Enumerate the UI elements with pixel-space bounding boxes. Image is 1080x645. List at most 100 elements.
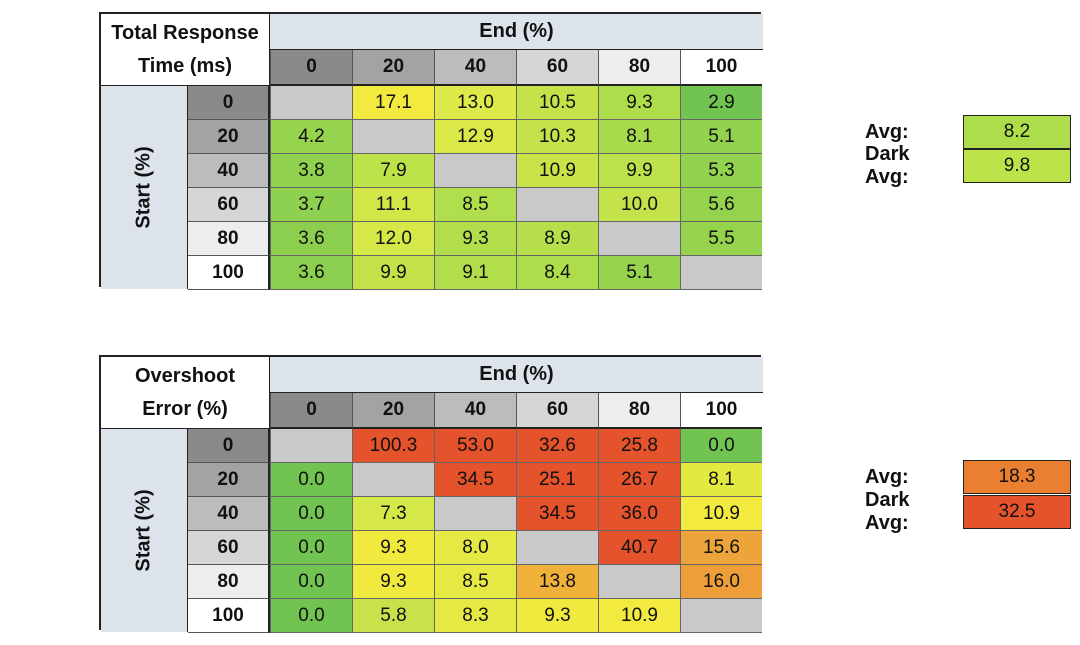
overshoot-title-line-2: Error (%) bbox=[142, 397, 228, 420]
response-time-avg-value: 8.2 bbox=[963, 115, 1071, 149]
response-time-cell-100-100 bbox=[680, 256, 762, 290]
response-time-start-header: Start (%) bbox=[101, 86, 188, 289]
response-time-cell-20-0: 4.2 bbox=[270, 120, 352, 154]
response-time-col-header-0: 0 bbox=[270, 50, 352, 86]
overshoot-cell-60-100: 15.6 bbox=[680, 531, 762, 565]
response-time-row-header-0: 0 bbox=[188, 86, 270, 120]
response-time-cell-40-0: 3.8 bbox=[270, 154, 352, 188]
response-time-cell-40-100: 5.3 bbox=[680, 154, 762, 188]
overshoot-cell-100-20: 5.8 bbox=[352, 599, 434, 633]
overshoot-dark-avg-value: 32.5 bbox=[963, 495, 1071, 529]
response-time-row-header-40: 40 bbox=[188, 154, 270, 188]
response-time-row-header-80: 80 bbox=[188, 222, 270, 256]
response-time-cell-60-80: 10.0 bbox=[598, 188, 680, 222]
response-time-end-header: End (%) bbox=[270, 14, 763, 50]
response-time-cell-80-80 bbox=[598, 222, 680, 256]
overshoot-cell-40-80: 36.0 bbox=[598, 497, 680, 531]
overshoot-cell-100-60: 9.3 bbox=[516, 599, 598, 633]
response-time-matrix: Total Response Time (ms) End (%) Start (… bbox=[99, 12, 763, 290]
overshoot-cell-20-20 bbox=[352, 463, 434, 497]
response-time-col-header-80: 80 bbox=[598, 50, 680, 86]
overshoot-cell-60-40: 8.0 bbox=[434, 531, 516, 565]
response-time-cell-0-20: 17.1 bbox=[352, 86, 434, 120]
overshoot-cell-100-0: 0.0 bbox=[270, 599, 352, 633]
overshoot-cell-60-60 bbox=[516, 531, 598, 565]
response-time-row-header-100: 100 bbox=[188, 256, 270, 290]
response-time-col-header-100: 100 bbox=[680, 50, 762, 86]
response-time-dark-avg-label: Dark Avg: bbox=[865, 143, 910, 188]
response-time-cell-40-60: 10.9 bbox=[516, 154, 598, 188]
response-time-cell-100-80: 5.1 bbox=[598, 256, 680, 290]
response-time-cell-80-0: 3.6 bbox=[270, 222, 352, 256]
response-time-cell-20-20 bbox=[352, 120, 434, 154]
overshoot-end-header: End (%) bbox=[270, 357, 763, 393]
overshoot-cell-80-80 bbox=[598, 565, 680, 599]
response-time-cell-80-20: 12.0 bbox=[352, 222, 434, 256]
response-time-title-line-2: Time (ms) bbox=[137, 54, 233, 77]
overshoot-cell-40-0: 0.0 bbox=[270, 497, 352, 531]
overshoot-cell-40-40 bbox=[434, 497, 516, 531]
response-time-cell-60-40: 8.5 bbox=[434, 188, 516, 222]
overshoot-cell-0-80: 25.8 bbox=[598, 429, 680, 463]
overshoot-col-header-20: 20 bbox=[352, 393, 434, 429]
response-time-cell-0-0 bbox=[270, 86, 352, 120]
overshoot-row-header-60: 60 bbox=[188, 531, 270, 565]
overshoot-cell-60-80: 40.7 bbox=[598, 531, 680, 565]
overshoot-cell-0-60: 32.6 bbox=[516, 429, 598, 463]
overshoot-start-label: Start (%) bbox=[132, 489, 155, 572]
response-time-cell-100-40: 9.1 bbox=[434, 256, 516, 290]
response-time-cell-80-40: 9.3 bbox=[434, 222, 516, 256]
response-time-cell-0-80: 9.3 bbox=[598, 86, 680, 120]
overshoot-cell-100-40: 8.3 bbox=[434, 599, 516, 633]
response-time-cell-40-80: 9.9 bbox=[598, 154, 680, 188]
overshoot-cell-60-20: 9.3 bbox=[352, 531, 434, 565]
response-time-cell-20-40: 12.9 bbox=[434, 120, 516, 154]
response-time-row-header-20: 20 bbox=[188, 120, 270, 154]
response-time-cell-100-0: 3.6 bbox=[270, 256, 352, 290]
response-time-cell-0-100: 2.9 bbox=[680, 86, 762, 120]
overshoot-start-header: Start (%) bbox=[101, 429, 188, 632]
response-time-cell-100-60: 8.4 bbox=[516, 256, 598, 290]
response-time-col-header-20: 20 bbox=[352, 50, 434, 86]
overshoot-cell-20-100: 8.1 bbox=[680, 463, 762, 497]
overshoot-cell-0-0 bbox=[270, 429, 352, 463]
overshoot-title-line-1: Overshoot bbox=[134, 364, 236, 387]
response-time-cell-0-60: 10.5 bbox=[516, 86, 598, 120]
overshoot-col-header-100: 100 bbox=[680, 393, 762, 429]
overshoot-cell-20-40: 34.5 bbox=[434, 463, 516, 497]
overshoot-cell-0-40: 53.0 bbox=[434, 429, 516, 463]
response-time-col-header-60: 60 bbox=[516, 50, 598, 86]
overshoot-cell-20-60: 25.1 bbox=[516, 463, 598, 497]
response-time-cell-60-20: 11.1 bbox=[352, 188, 434, 222]
response-time-panel: Total Response Time (ms) End (%) Start (… bbox=[99, 12, 1071, 290]
overshoot-cell-0-100: 0.0 bbox=[680, 429, 762, 463]
overshoot-cell-80-0: 0.0 bbox=[270, 565, 352, 599]
overshoot-cell-0-20: 100.3 bbox=[352, 429, 434, 463]
overshoot-title: Overshoot Error (%) bbox=[101, 357, 270, 429]
overshoot-cell-80-100: 16.0 bbox=[680, 565, 762, 599]
overshoot-row-header-0: 0 bbox=[188, 429, 270, 463]
overshoot-cell-40-60: 34.5 bbox=[516, 497, 598, 531]
overshoot-col-header-80: 80 bbox=[598, 393, 680, 429]
overshoot-avg-label: Avg: bbox=[865, 465, 909, 488]
response-time-dark-avg-value: 9.8 bbox=[963, 149, 1071, 183]
response-time-cell-20-80: 8.1 bbox=[598, 120, 680, 154]
response-time-cell-60-60 bbox=[516, 188, 598, 222]
overshoot-avg-value: 18.3 bbox=[963, 460, 1071, 494]
overshoot-cell-80-40: 8.5 bbox=[434, 565, 516, 599]
response-time-cell-80-60: 8.9 bbox=[516, 222, 598, 256]
overshoot-cell-40-20: 7.3 bbox=[352, 497, 434, 531]
overshoot-cell-20-0: 0.0 bbox=[270, 463, 352, 497]
response-time-title-line-1: Total Response bbox=[111, 21, 259, 44]
response-time-cell-100-20: 9.9 bbox=[352, 256, 434, 290]
response-time-cell-20-100: 5.1 bbox=[680, 120, 762, 154]
response-time-col-header-40: 40 bbox=[434, 50, 516, 86]
response-time-row-header-60: 60 bbox=[188, 188, 270, 222]
response-time-cell-20-60: 10.3 bbox=[516, 120, 598, 154]
overshoot-col-header-0: 0 bbox=[270, 393, 352, 429]
overshoot-dark-avg-label: Dark Avg: bbox=[865, 489, 910, 534]
overshoot-row-header-100: 100 bbox=[188, 599, 270, 633]
overshoot-col-header-40: 40 bbox=[434, 393, 516, 429]
overshoot-cell-100-100 bbox=[680, 599, 762, 633]
